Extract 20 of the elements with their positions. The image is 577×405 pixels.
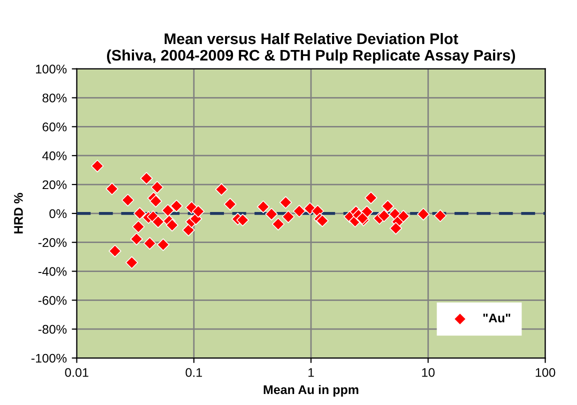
y-tick-label: 80% (42, 94, 67, 102)
y-tick-label: 100% (36, 64, 67, 74)
y-tick-label: -100% (31, 354, 67, 363)
x-tick-label: 100 (536, 368, 556, 377)
legend-label: "Au" (483, 314, 510, 322)
y-tick-label: -40% (38, 267, 67, 276)
y-tick-label: -60% (38, 296, 67, 305)
y-tick-label: -80% (38, 324, 67, 334)
y-axis-title: HRD % (14, 192, 23, 234)
y-tick-label: 40% (42, 151, 67, 160)
y-tick-label: -20% (38, 238, 67, 248)
y-tick-label: 60% (42, 122, 67, 132)
x-tick-label: 0.01 (65, 368, 88, 377)
y-tick-label: 0% (49, 209, 67, 218)
chart-title: Mean versus Half Relative Deviation Plot (Shiva, 2004-2009 RC & DTH Pulp Replicate Assay Pairs) (107, 32, 516, 64)
x-axis-title: Mean Au in ppm (264, 384, 358, 397)
x-tick-label: 1 (308, 368, 314, 377)
x-tick-label: 10 (422, 368, 435, 377)
x-tick-label: 0.1 (186, 368, 202, 377)
y-tick-label: 20% (42, 180, 67, 190)
